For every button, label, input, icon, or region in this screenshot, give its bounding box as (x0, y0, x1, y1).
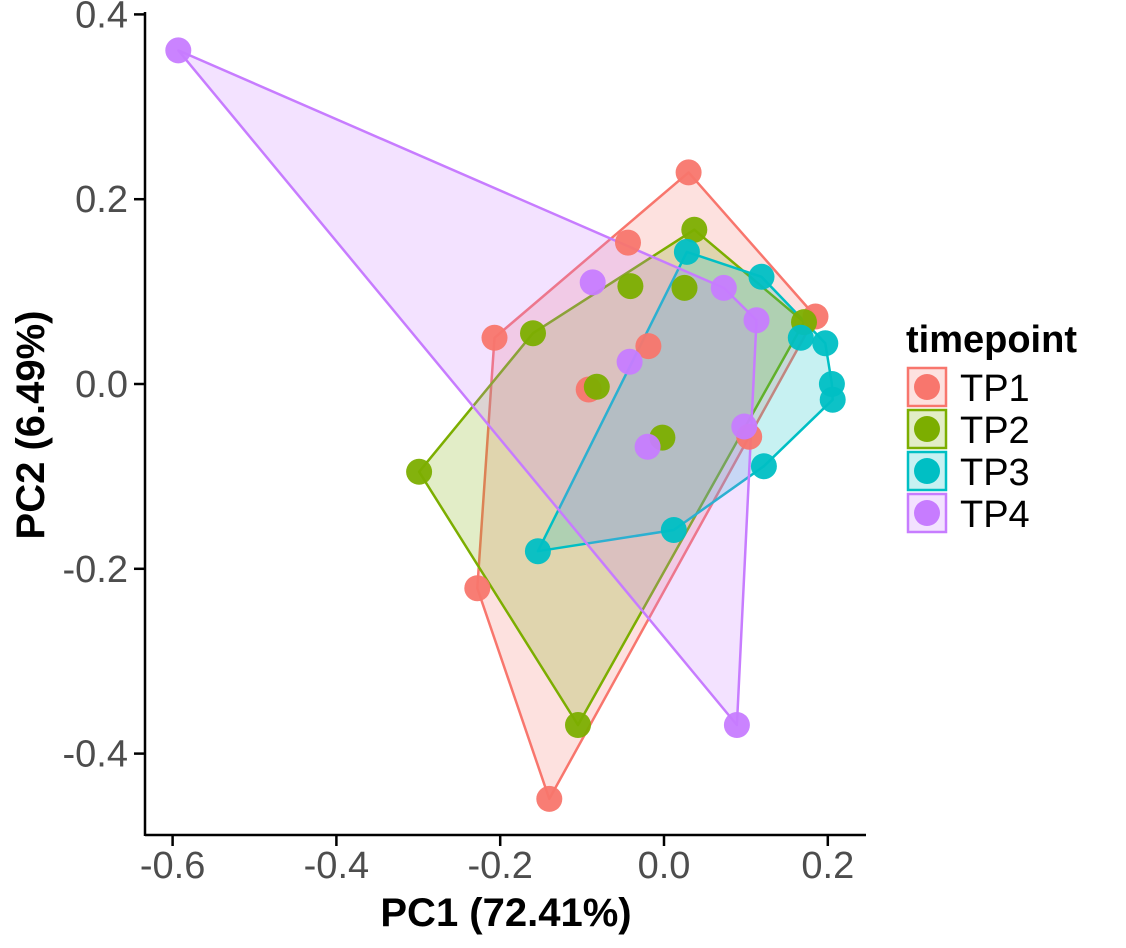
legend-marker-tp1 (914, 374, 940, 400)
x-tick-label: -0.2 (467, 845, 532, 887)
x-tick-label: -0.6 (140, 845, 205, 887)
point-tp3 (812, 330, 839, 357)
point-tp1 (635, 333, 662, 360)
x-tick-label: 0.2 (801, 845, 854, 887)
point-layer (165, 37, 846, 812)
point-tp2 (520, 320, 546, 347)
point-tp3 (660, 517, 687, 543)
point-tp4 (165, 37, 192, 64)
legend-label-tp4: TP4 (960, 494, 1030, 536)
x-axis-title: PC1 (72.41%) (380, 891, 631, 935)
y-ticks: -0.4 -0.2 0.0 0.2 0.4 (63, 0, 145, 776)
y-tick-label: 0.4 (75, 0, 128, 36)
point-tp2 (583, 373, 610, 400)
y-tick-label: -0.4 (63, 734, 128, 776)
point-tp2 (681, 216, 708, 243)
y-axis-title: PC2 (6.49%) (9, 311, 53, 540)
legend-item-tp1: TP1 (906, 366, 1030, 410)
y-tick-label: 0.0 (75, 364, 128, 406)
point-tp3 (673, 238, 700, 265)
point-tp3 (750, 453, 777, 480)
point-tp4 (634, 433, 661, 460)
axes-layer (143, 12, 866, 837)
point-tp2 (565, 712, 591, 738)
point-tp4 (743, 307, 770, 334)
point-tp3 (524, 538, 551, 565)
legend-marker-tp2 (914, 416, 940, 442)
legend-marker-tp3 (914, 458, 940, 484)
point-tp3 (748, 263, 775, 290)
legend-item-tp2: TP2 (906, 408, 1030, 452)
x-tick-label: 0.0 (638, 845, 691, 887)
x-tick-label: -0.4 (304, 845, 369, 887)
point-tp1 (615, 229, 641, 256)
point-tp3 (787, 324, 814, 351)
point-tp4 (616, 348, 643, 375)
point-tp4 (723, 712, 750, 738)
point-tp4 (731, 413, 758, 440)
legend-item-tp4: TP4 (906, 492, 1030, 536)
y-tick-label: 0.2 (75, 179, 128, 221)
y-tick-label: -0.2 (63, 549, 128, 591)
point-tp2 (617, 273, 644, 300)
point-tp3 (819, 386, 846, 413)
point-tp4 (579, 269, 606, 296)
legend-title: timepoint (906, 319, 1077, 361)
hull-tp4 (177, 49, 758, 727)
point-tp4 (710, 274, 737, 301)
legend-item-tp3: TP3 (906, 450, 1030, 494)
point-tp2 (406, 458, 433, 485)
legend-label-tp1: TP1 (960, 368, 1030, 410)
point-tp1 (464, 575, 491, 602)
hull-layer (177, 49, 834, 801)
hull-tp1 (476, 171, 817, 801)
legend-label-tp2: TP2 (960, 410, 1030, 452)
point-tp1 (536, 785, 563, 812)
point-tp1 (675, 159, 702, 186)
legend-label-tp3: TP3 (960, 452, 1030, 494)
point-tp1 (481, 324, 508, 351)
point-tp2 (671, 274, 698, 301)
x-ticks: -0.6 -0.4 -0.2 0.0 0.2 (140, 835, 854, 887)
legend-marker-tp4 (914, 500, 940, 526)
